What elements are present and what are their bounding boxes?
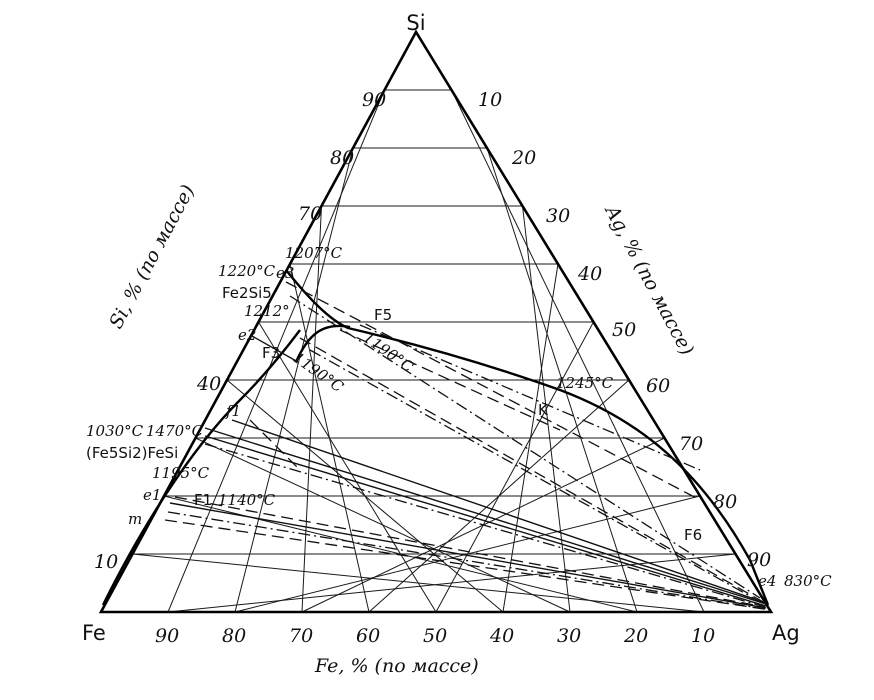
label-F1: F1 — [194, 491, 212, 509]
label-1030: 1030°C — [86, 422, 144, 440]
right-tick-80: 80 — [713, 491, 737, 513]
left-tick-40: 40 — [196, 373, 221, 395]
right-tick-10: 10 — [478, 89, 502, 111]
label-e3: e3 — [276, 264, 294, 282]
right-tick-90: 90 — [747, 549, 771, 571]
grid-line-ag-60 — [502, 263, 559, 613]
tie-line-4 — [309, 349, 765, 605]
label-f5: F5 — [374, 306, 392, 324]
bottom-tick-20: 20 — [623, 625, 648, 647]
bottom-tick-80: 80 — [222, 625, 246, 647]
label-m: m — [128, 510, 142, 528]
label-e1: e1 — [143, 486, 161, 504]
corner-label-fe: Fe — [82, 621, 106, 645]
left-tick-10: 10 — [94, 551, 118, 573]
bottom-axis-ticks: 90 80 70 60 50 40 30 20 10 — [155, 625, 715, 647]
tie-line-2 — [289, 295, 761, 599]
ternary-triangle-outline — [98, 29, 774, 614]
left-axis-ticks: 10 40 70 80 90 — [94, 89, 386, 573]
grid-line-ag-90 — [451, 89, 705, 613]
bottom-tick-30: 30 — [557, 625, 581, 647]
tie-line-5 — [339, 329, 561, 431]
liquidus-curve-upper — [285, 269, 770, 606]
boundary-e2-f3 — [251, 335, 299, 363]
label-e4: e4 — [758, 572, 776, 590]
grid-line-fe-70 — [195, 437, 571, 613]
label-1245: 1245°C — [556, 374, 614, 392]
annotations: 1207°C 1220°C e3 Fe2Si5 1212° e2 F3 F5 1… — [86, 244, 832, 590]
tie-line-9 — [204, 443, 766, 608]
label-1470: 1470°C — [146, 422, 204, 440]
label-fe5si2-fesi: (Fe5Si2)FeSi — [86, 444, 178, 462]
label-830: 830°C — [784, 572, 832, 590]
grid-line-ag-50 — [435, 321, 594, 613]
left-tick-70: 70 — [298, 203, 322, 225]
tie-line-8 — [204, 435, 767, 607]
label-f3: F3 — [262, 344, 280, 362]
label-e2: e2 — [238, 326, 256, 344]
boundary-curves — [101, 269, 770, 606]
tie-line-14 — [231, 419, 767, 604]
label-F6: F6 — [684, 526, 702, 544]
grid-line-fe-50 — [258, 321, 437, 613]
right-tick-40: 40 — [577, 263, 602, 285]
label-1207: 1207°C — [285, 244, 343, 262]
right-axis-ticks: 10 20 30 40 50 60 70 80 90 — [478, 89, 771, 571]
left-tick-90: 90 — [362, 89, 386, 111]
liquidus-curve-f3-branch — [294, 324, 351, 363]
bottom-tick-60: 60 — [356, 625, 380, 647]
right-tick-30: 30 — [546, 205, 570, 227]
grid-line-ag-80 — [486, 147, 638, 613]
tie-line-11 — [169, 502, 767, 609]
label-1220: 1220°C — [218, 262, 276, 280]
label-k: K — [538, 401, 549, 419]
right-tick-70: 70 — [679, 433, 703, 455]
tie-line-12 — [167, 511, 766, 610]
axis-title-left: Si, % (по массе) — [105, 181, 199, 332]
label-1195: 1195°C — [152, 464, 210, 482]
tie-line-10 — [174, 496, 766, 608]
label-1140: 1140°C — [218, 491, 276, 509]
bottom-tick-90: 90 — [155, 625, 179, 647]
bottom-tick-40: 40 — [489, 625, 514, 647]
tie-line-13 — [164, 519, 765, 610]
tie-line-1 — [285, 281, 701, 501]
grid-line-fe-60 — [226, 379, 504, 613]
grid-line-fe-90 — [132, 553, 705, 613]
bottom-tick-10: 10 — [691, 625, 715, 647]
axis-title-bottom: Fe, % (по массе) — [314, 655, 479, 677]
bottom-tick-50: 50 — [423, 625, 447, 647]
label-1212: 1212° — [244, 302, 290, 320]
left-tick-80: 80 — [330, 147, 354, 169]
corner-label-ag: Ag — [772, 621, 800, 645]
tie-lines — [164, 281, 767, 610]
label-fe2si5: Fe2Si5 — [222, 284, 272, 302]
right-tick-50: 50 — [612, 319, 636, 341]
tie-line-7 — [204, 427, 767, 605]
liquidus-curve-fe-side — [101, 329, 301, 606]
label-f1-small: f1 — [225, 402, 241, 420]
tie-line-15 — [249, 419, 301, 471]
tie-line-6 — [359, 324, 701, 471]
right-tick-60: 60 — [646, 375, 670, 397]
corner-label-si: Si — [406, 11, 425, 35]
bottom-tick-70: 70 — [289, 625, 313, 647]
right-tick-20: 20 — [511, 147, 536, 169]
